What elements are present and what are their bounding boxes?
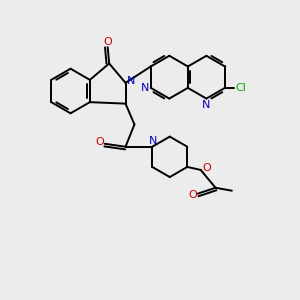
Text: O: O: [103, 37, 112, 47]
Text: Cl: Cl: [236, 83, 247, 93]
Text: N: N: [202, 100, 211, 110]
Text: O: O: [188, 190, 197, 200]
Text: N: N: [127, 76, 135, 86]
Text: N: N: [149, 136, 157, 146]
Text: O: O: [95, 137, 104, 147]
Text: O: O: [203, 164, 212, 173]
Text: N: N: [141, 83, 149, 93]
